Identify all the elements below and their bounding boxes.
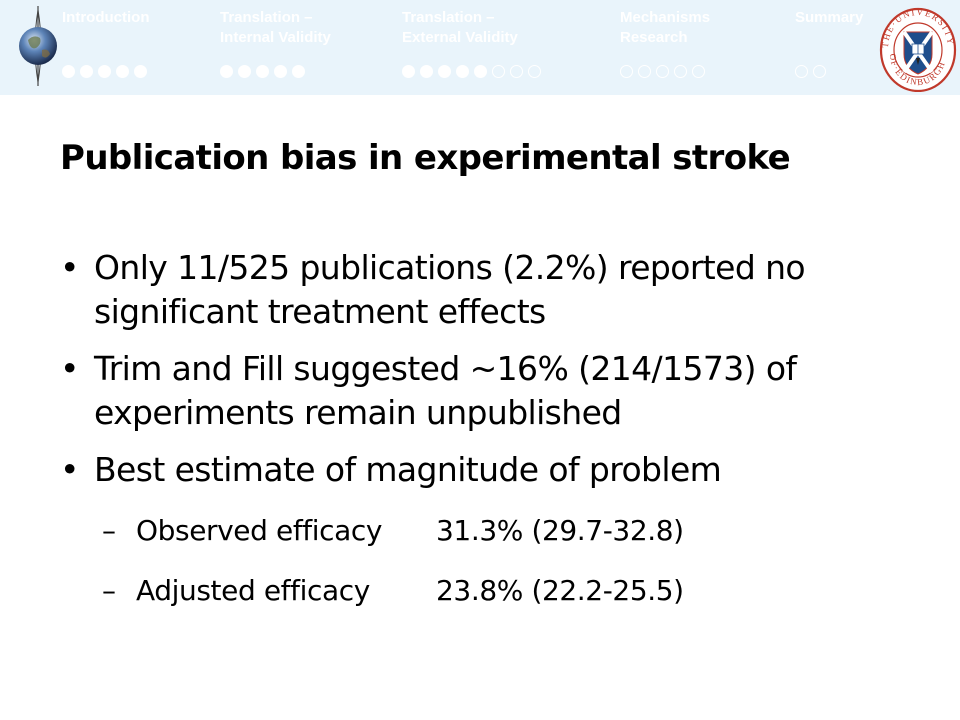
progress-dots <box>220 65 305 78</box>
progress-dot[interactable] <box>492 65 505 78</box>
progress-dot[interactable] <box>692 65 705 78</box>
nav-section-title: Summary <box>795 9 864 26</box>
bullet-item: • Best estimate of magnitude of problem <box>60 448 920 492</box>
sub-bullet-label: Observed efficacy <box>136 514 383 547</box>
progress-dot[interactable] <box>656 65 669 78</box>
progress-dot[interactable] <box>62 65 75 78</box>
nav-section-title: Introduction <box>62 9 150 26</box>
bullet-text: Best estimate of magnitude of problem <box>94 450 722 489</box>
bullet-text: Trim and Fill suggested ~16% (214/1573) … <box>94 349 797 432</box>
progress-dot[interactable] <box>420 65 433 78</box>
progress-dot[interactable] <box>528 65 541 78</box>
progress-dot[interactable] <box>98 65 111 78</box>
nav-section-internal-validity[interactable]: Translation – Internal Validity <box>220 8 331 78</box>
nav-section-summary[interactable]: Summary <box>795 8 864 78</box>
progress-dots <box>620 65 705 78</box>
bullet-item: • Only 11/525 publications (2.2%) report… <box>60 246 920 334</box>
progress-dot[interactable] <box>134 65 147 78</box>
progress-dot[interactable] <box>256 65 269 78</box>
nav-section-mechanisms-research[interactable]: Mechanisms Research <box>620 8 711 78</box>
nav-section-external-validity[interactable]: Translation – External Validity <box>402 8 541 78</box>
progress-dot[interactable] <box>638 65 651 78</box>
progress-dot[interactable] <box>510 65 523 78</box>
progress-dot[interactable] <box>795 65 808 78</box>
progress-dot[interactable] <box>674 65 687 78</box>
nav-section-title: Translation – Internal Validity <box>220 9 331 46</box>
progress-dot[interactable] <box>238 65 251 78</box>
progress-dot[interactable] <box>80 65 93 78</box>
sub-bullet-value: 31.3% (29.7-32.8) <box>436 514 684 547</box>
progress-dots <box>795 65 826 78</box>
slide-title: Publication bias in experimental stroke <box>60 138 791 178</box>
progress-dot[interactable] <box>116 65 129 78</box>
sub-bullet-marker: – <box>102 514 116 547</box>
sub-bullet-adjusted-efficacy: – Adjusted efficacy 23.8% (22.2-25.5) <box>60 565 920 617</box>
sub-bullet-marker: – <box>102 574 116 607</box>
bullet-marker: • <box>60 450 79 489</box>
sub-bullet-value: 23.8% (22.2-25.5) <box>436 574 684 607</box>
bullet-list: • Only 11/525 publications (2.2%) report… <box>60 246 920 617</box>
progress-dot[interactable] <box>292 65 305 78</box>
section-navigation-bar: Introduction Translation – Internal Vali… <box>0 0 960 95</box>
progress-dot[interactable] <box>402 65 415 78</box>
bullet-item: • Trim and Fill suggested ~16% (214/1573… <box>60 347 920 435</box>
progress-dot[interactable] <box>274 65 287 78</box>
progress-dot[interactable] <box>474 65 487 78</box>
nav-section-title: Mechanisms Research <box>620 9 711 46</box>
progress-dot[interactable] <box>438 65 451 78</box>
progress-dots <box>402 65 541 78</box>
globe-icon <box>19 6 57 86</box>
progress-dot[interactable] <box>620 65 633 78</box>
university-of-edinburgh-logo: THE·UNIVERSITY OF·EDINBURGH <box>880 7 957 92</box>
bullet-text: Only 11/525 publications (2.2%) reported… <box>94 248 806 331</box>
sub-bullet-label: Adjusted efficacy <box>136 574 370 607</box>
sub-bullet-observed-efficacy: – Observed efficacy 31.3% (29.7-32.8) <box>60 505 920 557</box>
nav-section-title: Translation – External Validity <box>402 9 518 46</box>
progress-dot[interactable] <box>220 65 233 78</box>
bullet-marker: • <box>60 349 79 388</box>
progress-dot[interactable] <box>456 65 469 78</box>
bullet-marker: • <box>60 248 79 287</box>
progress-dots <box>62 65 147 78</box>
progress-dot[interactable] <box>813 65 826 78</box>
nav-section-introduction[interactable]: Introduction <box>62 8 150 78</box>
